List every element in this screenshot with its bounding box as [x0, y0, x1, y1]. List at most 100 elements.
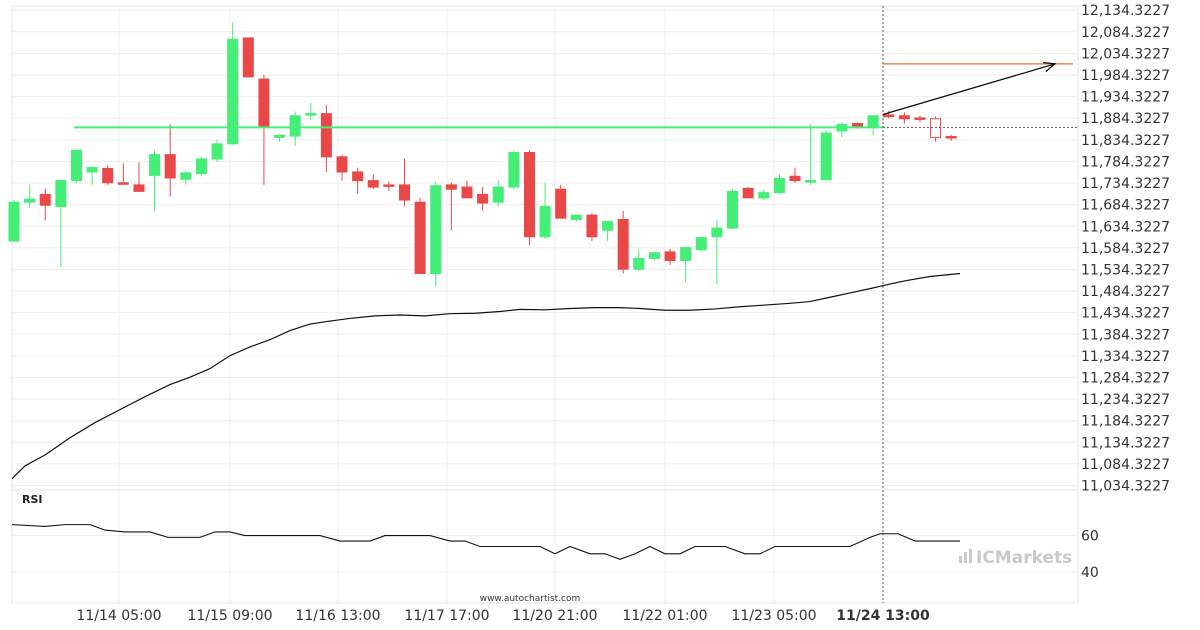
candle	[898, 112, 910, 124]
candle	[867, 115, 879, 136]
x-tick-label: 11/17 17:00	[404, 608, 489, 624]
candle	[477, 187, 489, 211]
candle-body	[789, 175, 801, 182]
y-tick-label: 11,484.3227	[1081, 284, 1170, 300]
y-tick-label: 11,634.3227	[1081, 219, 1170, 235]
candle-body	[898, 115, 910, 120]
candle-body	[711, 227, 723, 238]
candle-body	[117, 182, 129, 185]
y-tick-label: 11,534.3227	[1081, 262, 1170, 278]
candle-body	[586, 214, 598, 238]
candle	[539, 182, 551, 239]
candle-body	[617, 218, 629, 270]
y-tick-label: 12,084.3227	[1081, 25, 1170, 41]
candle	[258, 74, 270, 185]
watermark-text: www.autochartist.com	[480, 594, 581, 604]
candle-body	[55, 180, 67, 208]
candle-body	[461, 186, 473, 199]
candle	[430, 181, 442, 287]
candle-body	[258, 78, 270, 128]
x-axis: 11/14 05:00 11/15 09:00 11/16 13:00 11/17 1…	[76, 608, 930, 624]
candle	[633, 249, 645, 272]
candle	[24, 184, 36, 208]
moving-average-line	[11, 272, 961, 480]
y-tick-label: 11,184.3227	[1081, 414, 1170, 430]
candle-body	[477, 193, 489, 204]
candle	[570, 214, 582, 222]
rsi-line	[11, 524, 960, 560]
candle-body	[867, 115, 879, 128]
candle-body	[414, 201, 426, 274]
candle	[399, 158, 410, 207]
candle	[742, 187, 754, 199]
brand-logo: ICMarkets	[959, 548, 1072, 568]
y-tick-label: 11,084.3227	[1081, 457, 1170, 473]
candle-body	[945, 136, 957, 139]
candle	[149, 150, 161, 211]
candle	[805, 124, 817, 185]
candle-body	[914, 117, 926, 120]
candle-body	[555, 188, 567, 219]
candle-body	[883, 114, 895, 118]
y-tick-label: 12,034.3227	[1081, 46, 1170, 62]
candle-body	[289, 115, 301, 137]
candle-body	[86, 167, 98, 173]
candle-body	[195, 158, 207, 175]
y-tick-label: 11,684.3227	[1081, 198, 1170, 214]
candle-body	[523, 151, 535, 238]
x-tick-label: 11/16 13:00	[295, 608, 380, 624]
candle-body	[727, 190, 739, 229]
candle	[383, 181, 395, 191]
candle	[55, 179, 67, 268]
candle	[727, 189, 739, 229]
candle-body	[445, 184, 457, 190]
candle-body	[274, 134, 286, 138]
candle	[352, 167, 364, 194]
y-tick-label: 11,934.3227	[1081, 90, 1170, 106]
candle	[508, 150, 520, 190]
candle-body	[399, 184, 410, 201]
candle	[367, 174, 379, 190]
candle	[680, 247, 692, 283]
candle	[789, 167, 801, 183]
y-tick-label: 11,584.3227	[1081, 241, 1170, 257]
rsi-panel: RSI 60 40	[11, 493, 1099, 581]
candle-body	[539, 206, 551, 238]
candle	[180, 171, 192, 185]
candle	[758, 189, 770, 201]
projection-arrow	[882, 63, 1056, 116]
candle-body	[8, 201, 20, 242]
candle-body	[492, 186, 504, 203]
candle-body	[930, 118, 942, 138]
candle	[211, 139, 223, 163]
candle-body	[570, 214, 582, 220]
candle-body	[336, 156, 348, 173]
candle-body	[39, 193, 51, 206]
candle-body	[367, 180, 379, 188]
candle-body	[305, 113, 317, 116]
candle	[773, 174, 785, 194]
candle	[102, 165, 114, 185]
x-tick-label-current: 11/24 13:00	[836, 608, 930, 624]
x-tick-label: 11/20 21:00	[512, 608, 597, 624]
candle	[617, 210, 629, 274]
x-tick-label: 11/15 09:00	[187, 608, 272, 624]
candle-body	[648, 252, 660, 259]
x-tick-label: 11/23 05:00	[731, 608, 816, 624]
candles	[8, 22, 957, 287]
candle	[86, 166, 98, 185]
candle	[274, 134, 286, 142]
candle-body	[430, 185, 442, 274]
overlay-lines	[11, 6, 1078, 603]
candle-body	[164, 154, 176, 179]
candle	[664, 248, 676, 265]
candle-body	[227, 38, 239, 145]
y-tick-label: 11,984.3227	[1081, 68, 1170, 84]
candle-body	[320, 113, 332, 158]
rsi-tick-label: 40	[1081, 565, 1099, 581]
candle-body	[102, 167, 114, 184]
y-tick-label: 11,384.3227	[1081, 327, 1170, 343]
candle-body	[602, 221, 614, 231]
y-tick-label: 12,134.3227	[1081, 3, 1170, 19]
